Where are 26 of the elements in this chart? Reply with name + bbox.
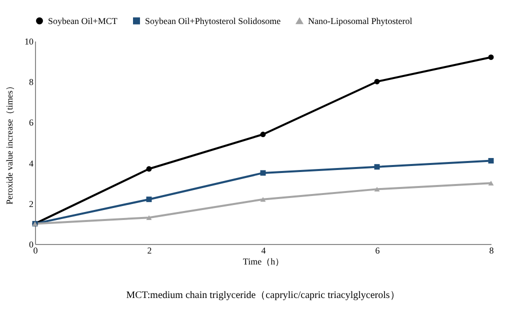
- legend-label: Soybean Oil+Phytosterol Solidosome: [145, 16, 281, 26]
- x-tick-label: 6: [375, 246, 380, 256]
- y-tick-label: 8: [29, 77, 34, 88]
- y-tick-label: 2: [29, 198, 34, 209]
- point: [146, 215, 152, 220]
- legend-label: Soybean Oil+MCT: [48, 16, 118, 26]
- point: [374, 186, 380, 192]
- x-tick-label: 4: [261, 246, 266, 256]
- point: [374, 164, 380, 170]
- point: [146, 196, 152, 202]
- point: [488, 158, 494, 164]
- y-axis-title: Peroxide value increase（times）: [4, 82, 14, 204]
- x-tick-label: 8: [489, 246, 494, 256]
- y-tick-label: 4: [29, 158, 34, 168]
- point: [260, 170, 266, 176]
- point: [488, 180, 494, 186]
- text: MCT:medium chain triglyceride（caprylic/capric triacylglycerols）: [126, 290, 400, 301]
- x-tick-label: 2: [147, 246, 152, 256]
- y-tick-label: 6: [29, 118, 34, 128]
- point: [488, 54, 494, 60]
- point: [260, 132, 266, 138]
- x-axis-title: Time（h）: [242, 256, 284, 266]
- y-tick-label: 10: [24, 36, 34, 46]
- point: [374, 78, 380, 84]
- legend-label: Nano-Liposomal Phytosterol: [308, 16, 413, 26]
- point: [146, 166, 152, 172]
